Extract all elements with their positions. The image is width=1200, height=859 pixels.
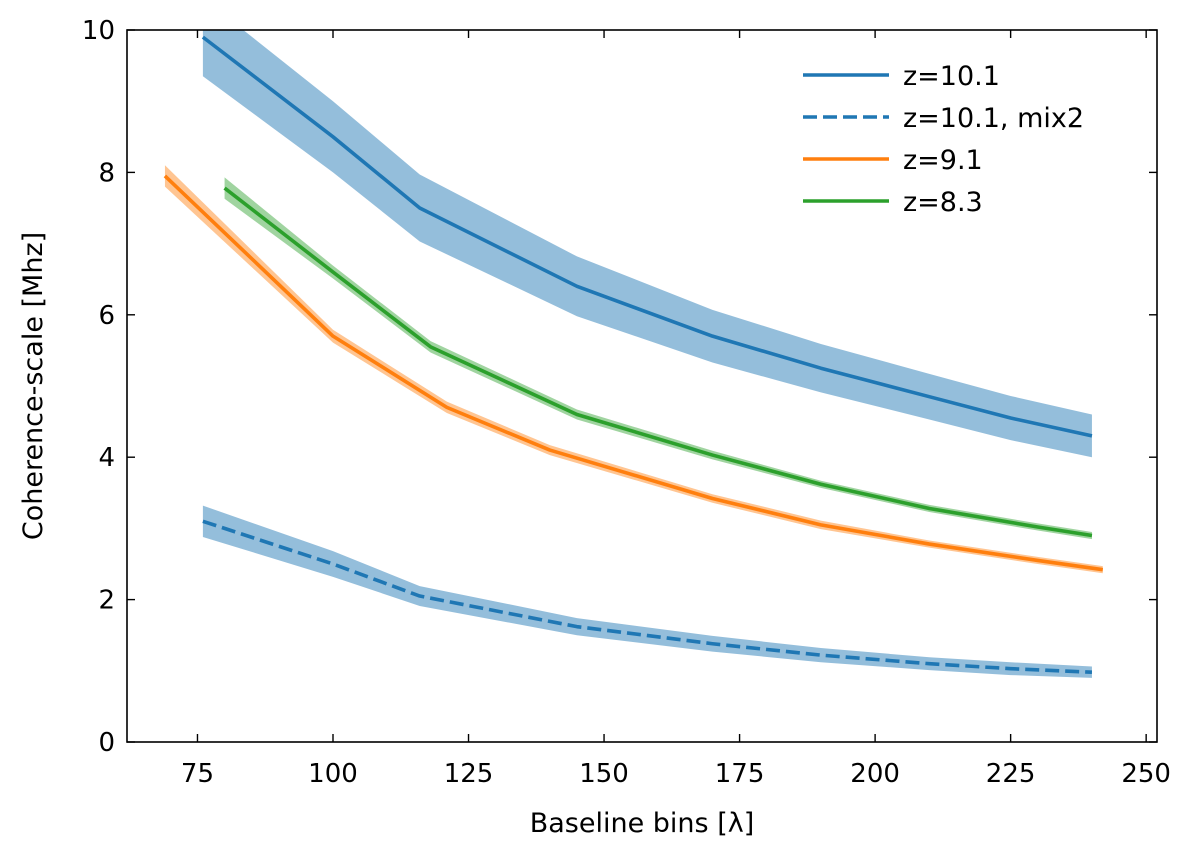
x-axis: 75 100 125 150 175 200 225 250	[181, 30, 1171, 789]
x-tick-label: 225	[986, 759, 1036, 789]
y-tick-label: 4	[98, 443, 115, 473]
error-band-1	[202, 505, 1092, 678]
x-tick-label: 175	[715, 759, 765, 789]
series-line-0	[201, 35, 1093, 438]
y-axis: 0 2 4 6 8 10	[82, 16, 1157, 758]
series-lines	[163, 35, 1104, 675]
x-tick-label: 250	[1121, 759, 1171, 789]
series-line-1	[202, 519, 1093, 675]
x-axis-label: Baseline bins [λ]	[530, 808, 755, 839]
error-bands	[164, 30, 1103, 678]
series-line-2	[163, 174, 1104, 572]
y-tick-label: 0	[98, 728, 115, 758]
legend-label-2: z=9.1	[903, 145, 983, 176]
series-line-3	[223, 186, 1093, 538]
legend-label-1: z=10.1, mix2	[903, 103, 1084, 134]
x-tick-label: 75	[181, 759, 214, 789]
x-tick-label: 200	[850, 759, 900, 789]
x-tick-label: 125	[444, 759, 494, 789]
y-tick-label: 8	[98, 158, 115, 188]
plot-frame	[126, 29, 1158, 743]
x-tick-label: 150	[579, 759, 629, 789]
legend-label-3: z=8.3	[903, 187, 983, 218]
y-tick-label: 10	[82, 16, 115, 46]
y-tick-label: 2	[98, 586, 115, 616]
x-tick-label: 100	[308, 759, 358, 789]
y-tick-label: 6	[98, 301, 115, 331]
y-axis-label: Coherence-scale [Mhz]	[18, 232, 49, 540]
legend-label-0: z=10.1	[903, 61, 1000, 92]
legend: z=10.1 z=10.1, mix2 z=9.1 z=8.3	[803, 61, 1084, 218]
